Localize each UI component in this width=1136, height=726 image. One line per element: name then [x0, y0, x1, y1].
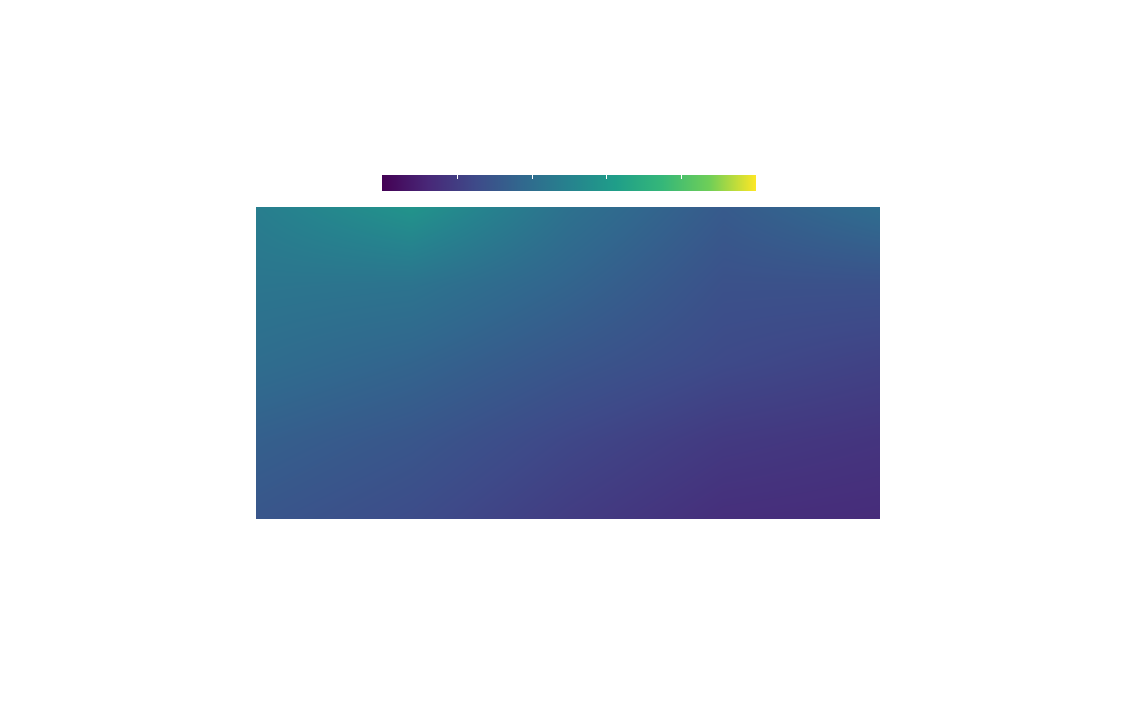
colorbar-tick [457, 175, 458, 179]
colorbar-gradient [382, 175, 756, 191]
heatmap-surface [256, 207, 880, 519]
colorbar-tick [532, 175, 533, 179]
colorbar-tick [606, 175, 607, 179]
colorbar-tick [681, 175, 682, 179]
colorbar [382, 175, 756, 191]
heatmap-plot [256, 207, 880, 519]
